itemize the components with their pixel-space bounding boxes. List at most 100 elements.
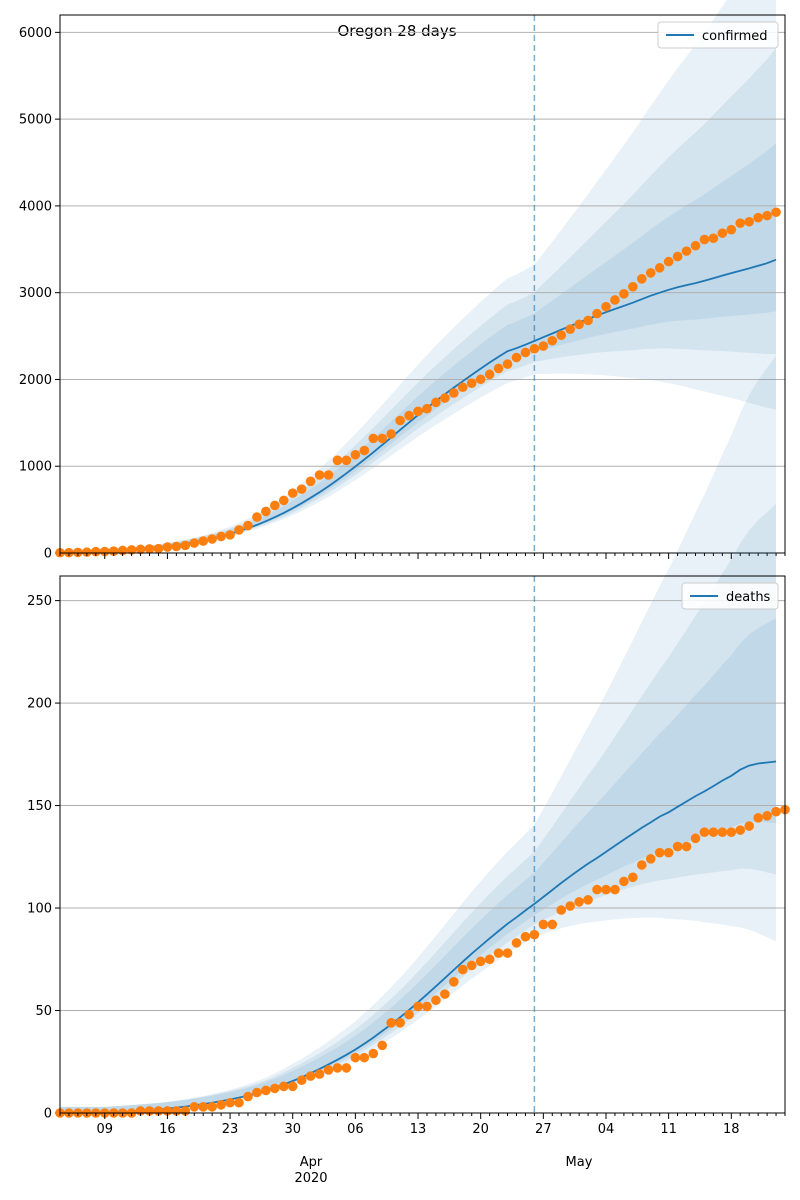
observed-point: [771, 207, 781, 218]
legend-box: [657, 21, 779, 49]
observed-point: [386, 1018, 396, 1028]
observed-point: [726, 827, 737, 838]
observed-point: [654, 263, 665, 273]
observed-point: [466, 378, 477, 388]
observed-point: [475, 374, 486, 385]
observed-point: [771, 806, 781, 817]
observed-point: [717, 827, 728, 838]
observed-point: [762, 210, 772, 221]
observed-point: [314, 1069, 325, 1079]
observed-point: [296, 484, 307, 494]
observed-point: [332, 1063, 343, 1073]
chart-title: Oregon 28 days: [337, 22, 456, 40]
observed-point: [592, 884, 602, 895]
observed-point: [243, 1091, 253, 1102]
observed-point: [144, 544, 155, 554]
observed-point: [475, 956, 486, 967]
observed-point: [529, 929, 540, 940]
observed-point: [502, 948, 513, 958]
observed-point: [153, 543, 164, 554]
observed-point: [699, 234, 710, 245]
y-tick-label: 4000: [19, 199, 52, 214]
observed-point: [717, 228, 728, 238]
observed-point: [484, 954, 495, 965]
observed-point: [126, 545, 137, 555]
observed-point: [565, 901, 575, 911]
observed-point: [735, 825, 746, 835]
observed-point: [502, 359, 513, 369]
observed-point: [645, 268, 656, 278]
observed-point: [449, 388, 459, 398]
observed-point: [511, 352, 522, 363]
observed-point: [422, 1001, 432, 1012]
x-tick-label: 16: [159, 1122, 176, 1137]
observed-point: [466, 960, 477, 971]
deaths-panel: 0 50 100 150 200 250 09 16 23 30 06 13 20 27 04 11 18 dea…: [27, 355, 790, 1137]
observed-point: [520, 347, 531, 358]
observed-point: [287, 1081, 298, 1092]
y-tick-label: 200: [27, 697, 52, 712]
observed-point: [431, 995, 441, 1006]
observed-point: [216, 531, 226, 542]
observed-point: [91, 546, 101, 557]
observed-point: [287, 488, 298, 498]
observed-point: [538, 919, 549, 930]
x-tick-label: 18: [723, 1122, 740, 1137]
observed-point: [368, 433, 379, 444]
y-tick-label: 6000: [19, 26, 52, 41]
y-tick-label: 2000: [19, 373, 52, 388]
x-tick-label: 23: [222, 1122, 239, 1137]
observed-point: [377, 1040, 388, 1051]
observed-point: [457, 964, 468, 975]
observed-point: [753, 212, 763, 223]
confirmed-panel: 0 1000 2000 3000 4000 5000 6000 confirmed: [19, 0, 786, 562]
observed-point: [493, 948, 504, 958]
observed-point: [189, 1102, 200, 1112]
observed-point: [645, 854, 656, 864]
y-tick-label: 150: [27, 799, 52, 814]
observed-point: [493, 363, 504, 374]
observed-point: [654, 847, 665, 858]
observed-point: [636, 273, 647, 284]
observed-point: [359, 445, 370, 456]
observed-point: [708, 827, 719, 838]
observed-point: [511, 938, 522, 948]
observed-point: [636, 860, 647, 870]
year-label: 2020: [294, 1171, 327, 1186]
y-tick-label: 5000: [19, 113, 52, 128]
observed-point: [484, 369, 495, 380]
observed-point: [270, 1083, 280, 1094]
observed-point: [601, 301, 611, 312]
uncertainty-band: [60, 0, 776, 553]
observed-point: [270, 500, 280, 511]
observed-point: [198, 536, 209, 546]
observed-point: [341, 1063, 352, 1073]
observed-point: [207, 534, 217, 544]
observed-point: [690, 833, 701, 844]
observed-point: [189, 538, 200, 548]
observed-point: [234, 1097, 244, 1108]
observed-point: [565, 324, 575, 335]
observed-point: [744, 216, 754, 227]
observed-point: [323, 470, 334, 480]
observed-point: [440, 989, 450, 999]
observed-point: [690, 240, 701, 251]
observed-point: [574, 897, 584, 907]
month-label-may: May: [566, 1155, 593, 1170]
observed-point: [99, 546, 110, 557]
observed-point: [413, 1001, 423, 1012]
observed-point: [413, 406, 423, 417]
observed-point: [404, 1009, 414, 1020]
observed-point: [556, 330, 567, 340]
observed-point: [699, 827, 710, 838]
observed-point: [278, 1081, 289, 1092]
observed-point: [628, 281, 638, 292]
observed-point: [583, 895, 593, 905]
observed-point: [341, 455, 352, 466]
observed-point: [663, 256, 674, 267]
observed-point: [619, 289, 629, 299]
observed-point: [359, 1052, 370, 1063]
observed-point: [592, 308, 602, 319]
observed-point: [574, 319, 584, 330]
